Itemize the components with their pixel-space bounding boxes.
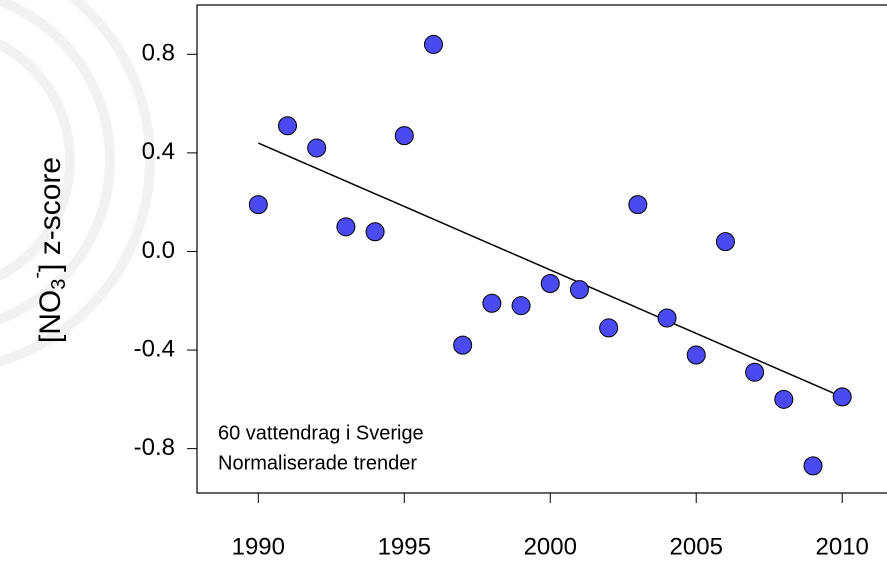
- point: [365, 222, 385, 242]
- y-label-sup: -: [26, 272, 48, 279]
- x-tick-label: 2010: [816, 533, 869, 560]
- point: [540, 274, 560, 294]
- point: [511, 296, 531, 316]
- point: [453, 335, 473, 355]
- point: [482, 293, 502, 313]
- point: [394, 126, 414, 146]
- point: [745, 362, 765, 382]
- y-axis-label: [NO3-] z-score: [26, 157, 70, 343]
- point: [774, 389, 794, 409]
- point: [278, 116, 298, 136]
- y-label-text: ] z-score: [34, 157, 67, 272]
- point: [832, 387, 852, 407]
- point: [686, 345, 706, 365]
- x-tick-label: 1990: [232, 533, 285, 560]
- point: [307, 138, 327, 158]
- point: [803, 456, 823, 476]
- point: [599, 318, 619, 338]
- y-tick-label: 0.0: [142, 237, 175, 264]
- point: [336, 217, 356, 237]
- background-arcs: [0, 0, 155, 367]
- y-tick-label: 0.8: [142, 40, 175, 67]
- y-label-sub: 3: [48, 279, 70, 290]
- plot-frame: [196, 4, 887, 494]
- annotation: 60 vattendrag i Sverige: [218, 422, 424, 444]
- point: [628, 195, 648, 215]
- x-tick-label: 1995: [378, 533, 431, 560]
- y-tick-label: -0.8: [134, 434, 175, 461]
- y-tick-label: -0.4: [134, 335, 175, 362]
- point: [657, 308, 677, 328]
- point: [569, 280, 589, 300]
- trend-line: [258, 142, 843, 398]
- y-tick-label: 0.4: [142, 138, 175, 165]
- x-tick-label: 2005: [670, 533, 723, 560]
- point: [248, 195, 268, 215]
- x-tick-label: 2000: [524, 533, 577, 560]
- point: [715, 232, 735, 252]
- annotation: Normaliserade trender: [218, 452, 417, 474]
- y-label-text: [NO: [34, 290, 67, 343]
- point: [423, 34, 443, 54]
